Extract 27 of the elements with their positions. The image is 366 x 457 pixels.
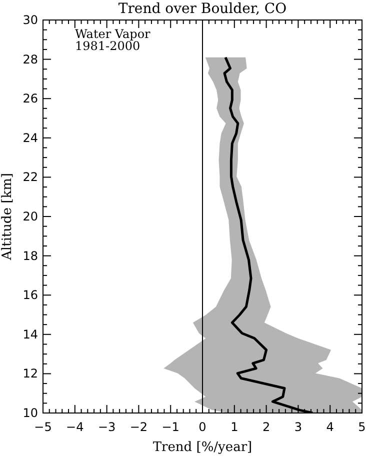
x-tick-label: 1 bbox=[230, 420, 238, 434]
y-axis-title: Altitude [km] bbox=[0, 172, 15, 262]
y-tick-label: 10 bbox=[22, 406, 38, 420]
y-tick-label: 28 bbox=[22, 52, 38, 66]
x-tick-label: 4 bbox=[326, 420, 334, 434]
y-tick-label: 16 bbox=[22, 288, 38, 302]
x-axis-title: Trend [%/year] bbox=[152, 440, 252, 455]
y-tick-label: 30 bbox=[22, 13, 38, 27]
y-tick-label: 12 bbox=[22, 366, 38, 381]
x-tick-label: 2 bbox=[262, 420, 270, 434]
y-tick-label: 18 bbox=[22, 248, 38, 263]
y-tick-label: 26 bbox=[22, 92, 38, 106]
y-tick-label: 22 bbox=[22, 170, 38, 184]
x-tick-label: −2 bbox=[130, 420, 148, 434]
x-tick-label: −3 bbox=[98, 420, 116, 434]
x-tick-label: −5 bbox=[34, 420, 52, 434]
x-tick-label: −4 bbox=[66, 420, 84, 434]
y-tick-label: 14 bbox=[22, 327, 38, 342]
y-tick-label: 20 bbox=[22, 210, 38, 224]
x-tick-label: 0 bbox=[198, 420, 206, 434]
x-tick-label: 3 bbox=[294, 420, 302, 434]
annotation: 1981-2000 bbox=[75, 39, 140, 53]
x-tick-label: −1 bbox=[162, 420, 180, 434]
x-tick-label: 5 bbox=[358, 420, 366, 434]
chart-title: Trend over Boulder, CO bbox=[118, 1, 287, 17]
y-tick-label: 24 bbox=[22, 130, 38, 145]
annotation: Water Vapor bbox=[75, 27, 151, 41]
